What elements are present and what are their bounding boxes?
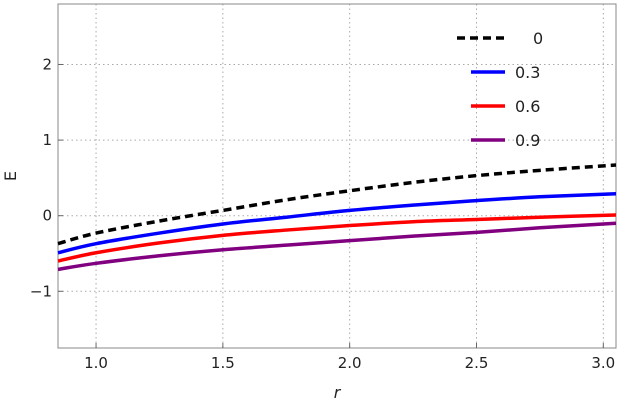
x-tick-label: 3.0	[591, 354, 615, 372]
y-axis-label: E	[1, 171, 20, 181]
legend: 0 0.3 0.6 0.9	[457, 29, 543, 150]
x-axis-label: r	[334, 383, 342, 402]
x-tick-label: 1.0	[84, 354, 108, 372]
series-lines	[57, 163, 617, 272]
y-tick-label: 1	[42, 131, 52, 149]
grid	[58, 4, 616, 348]
legend-label-0: 0	[533, 29, 543, 48]
series-line-2	[57, 213, 617, 263]
series-line-3	[57, 221, 617, 272]
x-tick-label: 2.5	[465, 354, 489, 372]
series-line-0	[57, 163, 617, 246]
axis-ticks: 1.0 1.5 2.0 2.5 3.0 −1 0 1 2	[30, 55, 615, 372]
plot-frame	[57, 3, 617, 349]
legend-label-2: 0.6	[515, 97, 540, 116]
legend-label-3: 0.9	[515, 131, 540, 150]
series-line-1	[57, 192, 617, 255]
y-tick-label: 0	[42, 207, 52, 225]
y-tick-label: −1	[30, 282, 52, 300]
x-tick-label: 2.0	[338, 354, 362, 372]
legend-label-1: 0.3	[515, 63, 540, 82]
y-tick-label: 2	[42, 55, 52, 73]
x-tick-label: 1.5	[211, 354, 235, 372]
